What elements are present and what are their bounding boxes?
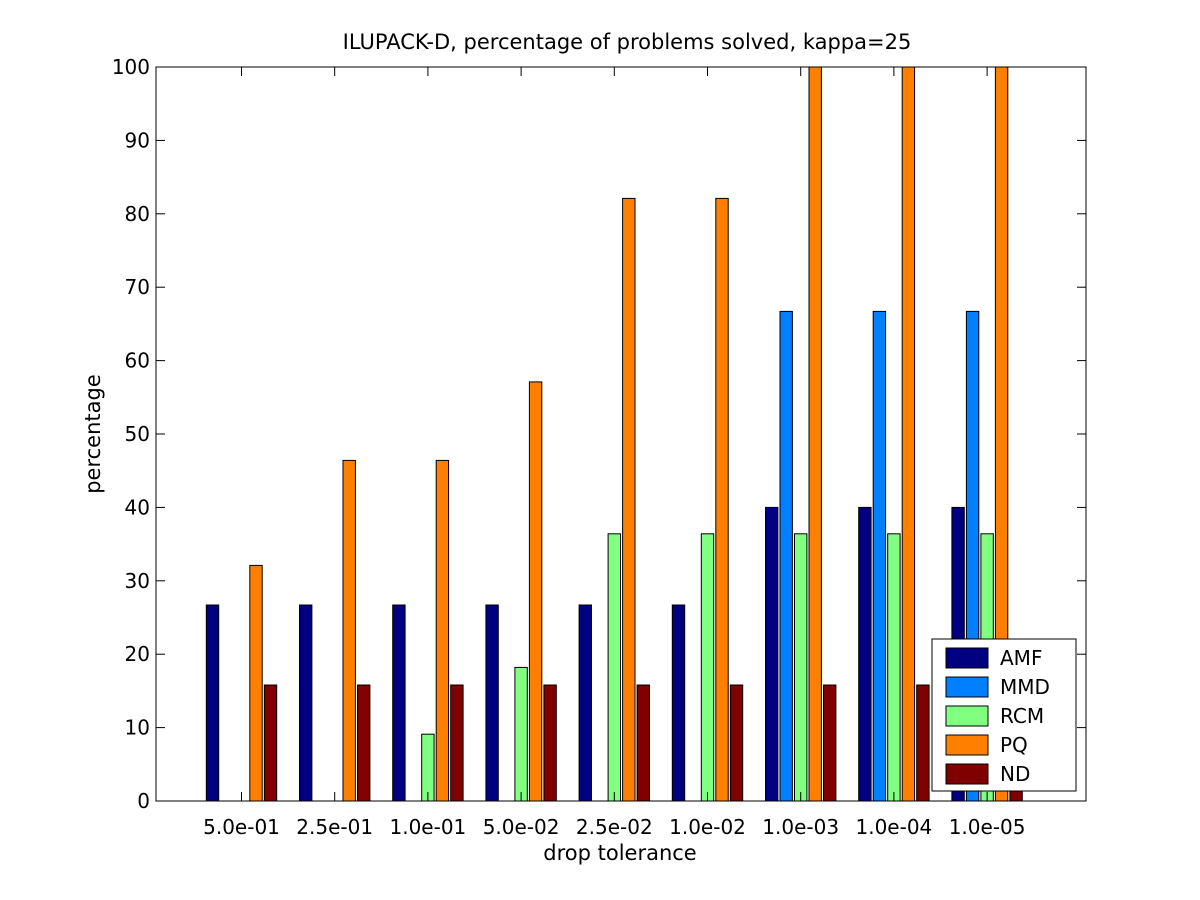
y-tick-label: 20 <box>125 642 150 666</box>
y-axis-label: percentage <box>81 374 105 494</box>
x-tick-label: 5.0e-01 <box>203 815 280 839</box>
bar-nd-1.0e-03 <box>823 684 837 802</box>
legend-label-pq: PQ <box>1000 733 1028 757</box>
bar-amf-1.0e-01 <box>392 604 406 802</box>
x-tick-label: 2.5e-01 <box>296 815 373 839</box>
bar-amf-2.5e-01 <box>299 604 313 802</box>
y-tick-label: 70 <box>125 275 150 299</box>
bar-nd-1.0e-02 <box>729 684 744 802</box>
x-tick-label: 1.0e-04 <box>856 815 933 839</box>
bar-nd-1.0e-04 <box>916 684 930 802</box>
y-tick-label: 10 <box>125 716 150 740</box>
bar-nd-5.0e-01 <box>263 684 278 802</box>
y-tick-label: 80 <box>125 202 150 226</box>
bar-pq-1.0e-01 <box>435 459 450 802</box>
bar-nd-2.5e-02 <box>636 684 650 802</box>
legend-swatch-mmd <box>945 676 989 698</box>
bar-pq-1.0e-05 <box>994 66 1009 802</box>
y-tick-label: 40 <box>125 495 150 519</box>
legend-swatch-rcm <box>945 705 989 727</box>
bar-mmd-1.0e-04 <box>872 310 887 802</box>
bars-group <box>205 66 1023 802</box>
legend-swatch-pq <box>945 734 989 756</box>
x-tick-label: 1.0e-01 <box>390 815 467 839</box>
bar-amf-5.0e-02 <box>485 604 499 802</box>
ticks-group: 0 10 20 30 40 50 60 70 80 90 100 5.0e-01 2.5e-01 1.0e… <box>112 55 1086 839</box>
y-tick-label: 90 <box>125 128 150 152</box>
x-tick-label: 1.0e-03 <box>762 815 839 839</box>
bar-pq-1.0e-02 <box>715 197 729 802</box>
bar-pq-5.0e-02 <box>528 381 543 802</box>
legend-swatch-nd <box>945 763 989 785</box>
y-tick-label: 60 <box>125 349 150 373</box>
bar-pq-1.0e-04 <box>901 66 916 802</box>
bar-pq-2.5e-01 <box>342 459 356 802</box>
x-tick-label: 1.0e-05 <box>949 815 1026 839</box>
y-tick-label: 30 <box>125 569 150 593</box>
y-tick-label: 0 <box>137 789 150 813</box>
legend-swatch-amf <box>945 647 989 669</box>
bar-rcm-1.0e-02 <box>700 533 715 802</box>
y-tick-label: 50 <box>125 422 150 446</box>
x-tick-label: 1.0e-02 <box>669 815 746 839</box>
bar-rcm-1.0e-01 <box>421 733 435 802</box>
legend-label-mmd: MMD <box>1000 675 1050 699</box>
bar-rcm-1.0e-04 <box>887 533 901 802</box>
legend-label-amf: AMF <box>1000 646 1042 670</box>
bar-rcm-5.0e-02 <box>514 666 528 802</box>
bar-amf-2.5e-02 <box>578 604 592 802</box>
bar-amf-1.0e-04 <box>858 506 872 802</box>
legend: AMF MMD RCM PQ ND <box>931 638 1077 792</box>
bar-nd-1.0e-01 <box>450 684 464 802</box>
bar-pq-1.0e-03 <box>808 66 822 802</box>
legend-label-nd: ND <box>1000 762 1030 786</box>
bar-pq-5.0e-01 <box>249 564 263 802</box>
bar-amf-5.0e-01 <box>205 604 220 802</box>
y-tick-label: 100 <box>112 55 150 79</box>
bar-nd-2.5e-01 <box>357 684 371 802</box>
legend-label-rcm: RCM <box>1000 704 1044 728</box>
bar-rcm-1.0e-03 <box>794 533 808 802</box>
bar-pq-2.5e-02 <box>622 197 636 802</box>
bar-rcm-2.5e-02 <box>607 533 621 802</box>
chart-title: ILUPACK-D, percentage of problems solved… <box>343 30 912 54</box>
bar-amf-1.0e-03 <box>765 506 779 802</box>
x-tick-label: 5.0e-02 <box>483 815 560 839</box>
bar-amf-1.0e-02 <box>671 604 686 802</box>
x-tick-label: 2.5e-02 <box>576 815 653 839</box>
bar-mmd-1.0e-03 <box>779 310 793 802</box>
bar-nd-5.0e-02 <box>543 684 557 802</box>
x-axis-label: drop tolerance <box>543 841 696 865</box>
